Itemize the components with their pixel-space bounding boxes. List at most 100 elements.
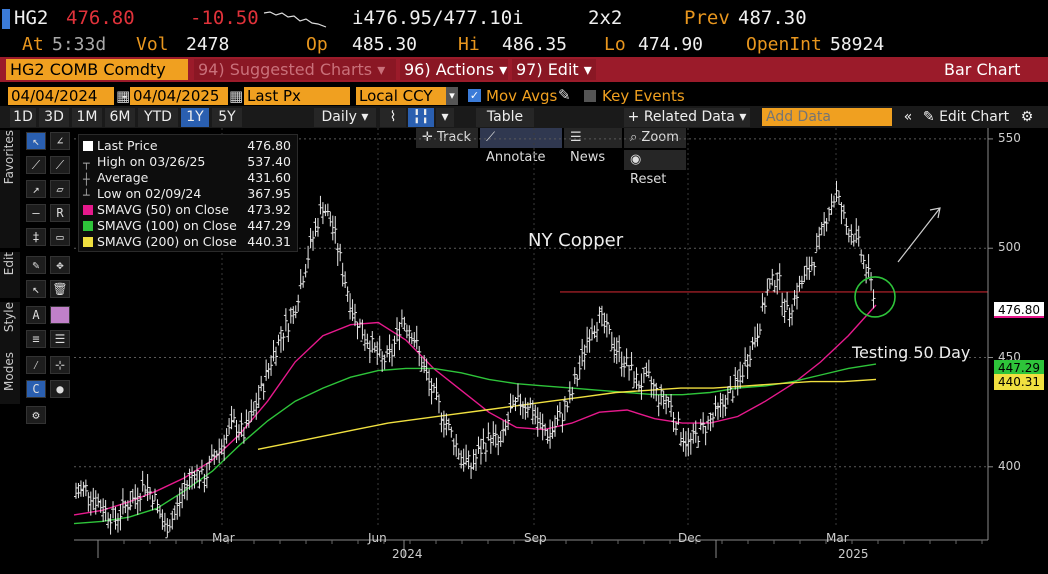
actions-menu[interactable]: 96) Actions ▾ (400, 59, 508, 80)
price-bar (585, 326, 590, 353)
news-button[interactable]: ☰ News (564, 128, 622, 165)
move-icon[interactable]: ✥ (50, 256, 70, 274)
select-icon[interactable]: ↖ (26, 280, 46, 298)
period-button-ytd[interactable]: YTD (138, 108, 178, 127)
line-tool-icon[interactable]: ∠ (50, 132, 70, 150)
palette-icon[interactable]: ● (50, 380, 70, 398)
tab-favorites[interactable]: Favorites (0, 130, 20, 248)
table-button[interactable]: Table (476, 108, 534, 127)
legend-row[interactable]: SMAVG (50) on Close 473.92 (83, 202, 295, 218)
retracement-icon[interactable]: R (50, 204, 70, 222)
gear-icon[interactable]: ⚙ (1020, 109, 1034, 125)
frequency-select[interactable]: Daily ▾ (314, 108, 376, 127)
chevron-down-icon[interactable]: ▾ (436, 108, 454, 127)
security-field[interactable]: HG2 COMB Comdty (6, 59, 188, 80)
line-style-icon[interactable]: ☰ (50, 330, 70, 348)
period-button-1d[interactable]: 1D (10, 108, 36, 127)
edit-menu[interactable]: 97) Edit ▾ (512, 59, 596, 80)
mov-avgs-checkbox[interactable]: ✓ (468, 89, 481, 102)
price-bar (224, 428, 229, 444)
tab-style[interactable]: Style (0, 302, 20, 356)
field-select[interactable]: Last Px (244, 87, 350, 105)
key-events-checkbox[interactable] (584, 90, 596, 102)
ticker[interactable]: HG2 (14, 7, 49, 29)
calendar-icon[interactable]: ▦ (116, 87, 131, 105)
gear-icon[interactable]: ⚙ (26, 406, 46, 424)
period-button-6m[interactable]: 6M (105, 108, 135, 127)
rectangle-icon[interactable]: ▭ (50, 228, 70, 246)
legend-row[interactable]: Last Price 476.80 (83, 138, 295, 154)
text-style-icon[interactable]: A (26, 306, 46, 324)
price-bar (298, 269, 303, 290)
track-button[interactable]: ✛ Track (416, 128, 478, 148)
price-bar (454, 433, 459, 457)
line-chart-icon[interactable]: ⌇ (380, 108, 406, 127)
price-bar (851, 234, 856, 247)
horizontal-line-icon[interactable]: — (26, 204, 46, 222)
reset-button[interactable]: ◉ Reset (624, 150, 686, 187)
legend-row[interactable]: SMAVG (100) on Close 447.29 (83, 218, 295, 234)
legend-row[interactable]: ┬ High on 03/26/25 537.40 (83, 154, 295, 170)
price-bar (93, 490, 98, 515)
price-bar (720, 393, 725, 419)
period-button-5y[interactable]: 5Y (212, 108, 242, 127)
legend-row[interactable]: SMAVG (200) on Close 440.31 (83, 234, 295, 250)
trend-line-icon[interactable]: ⟋ (26, 156, 46, 174)
price-bar (829, 193, 834, 215)
add-data-field[interactable] (762, 108, 892, 126)
suggested-charts-menu[interactable]: 94) Suggested Charts ▾ (194, 59, 396, 80)
trash-icon[interactable]: 🗑 (50, 280, 70, 298)
end-date-field[interactable]: 04/04/2025 (130, 87, 228, 105)
price-bar (135, 487, 140, 515)
period-button-1m[interactable]: 1M (72, 108, 102, 127)
add-data-input[interactable] (762, 108, 890, 126)
price-bar (202, 473, 207, 493)
magnet-mode-icon[interactable]: C (26, 380, 46, 398)
bar-chart-icon[interactable]: ╏╏ (408, 108, 434, 127)
pencil-icon[interactable]: ✎ (26, 256, 46, 274)
channel-icon[interactable]: ▱ (50, 180, 70, 198)
price-bar (108, 513, 113, 535)
chart-annotations (854, 207, 941, 318)
line-weight-icon[interactable]: ≡ (26, 330, 46, 348)
price-bar (844, 217, 849, 235)
price-bar (444, 413, 449, 436)
start-date-field[interactable]: 04/04/2024 (8, 87, 114, 105)
note-annotation[interactable]: Testing 50 Day (852, 343, 971, 362)
price-bar (656, 394, 661, 417)
pencil-icon[interactable]: ✎ (558, 86, 571, 104)
chart-title-annotation[interactable]: NY Copper (528, 230, 624, 251)
price-bar (182, 472, 187, 500)
legend-value: 447.29 (247, 218, 291, 233)
edit-chart-button[interactable]: ✎ Edit Chart (920, 108, 1012, 127)
snap-mode-icon[interactable]: ⊹ (50, 356, 70, 374)
x-tick-label: Mar (826, 531, 849, 545)
tab-modes[interactable]: Modes (0, 352, 20, 404)
period-button-3d[interactable]: 3D (39, 108, 69, 127)
related-data-menu[interactable]: + Related Data ▾ (624, 108, 750, 127)
price-bar (804, 256, 809, 280)
crosshair-mode-icon[interactable]: ⁄ (26, 356, 46, 374)
calendar-icon[interactable]: ▦ (229, 87, 244, 105)
tab-edit[interactable]: Edit (0, 252, 20, 298)
collapse-icon[interactable]: « (903, 109, 913, 125)
legend-row[interactable]: ┼ Average 431.60 (83, 170, 295, 186)
legend-row[interactable]: ┴ Low on 02/09/24 367.95 (83, 186, 295, 202)
chevron-down-icon[interactable]: ▾ (446, 87, 458, 105)
chart-legend[interactable]: Last Price 476.80 ┬ High on 03/26/25 537.40 ┼… (78, 134, 298, 252)
price-bar (417, 345, 422, 367)
arrow-line-icon[interactable]: ↗ (26, 180, 46, 198)
zoom-button[interactable]: ⌕ Zoom (624, 128, 686, 148)
fib-icon[interactable]: ‡ (26, 228, 46, 246)
color-swatch-icon[interactable] (50, 306, 70, 324)
currency-select[interactable]: Local CCY (356, 87, 446, 105)
price-bar (333, 216, 338, 244)
annotate-button[interactable]: ⟋ Annotate (480, 128, 562, 165)
pointer-icon[interactable]: ↖ (26, 132, 46, 150)
legend-value: 476.80 (247, 138, 291, 153)
period-button-1y[interactable]: 1Y (181, 108, 209, 127)
ray-line-icon[interactable]: ⟋ (50, 156, 70, 174)
price-bar (474, 448, 478, 472)
moving-averages (73, 304, 877, 525)
